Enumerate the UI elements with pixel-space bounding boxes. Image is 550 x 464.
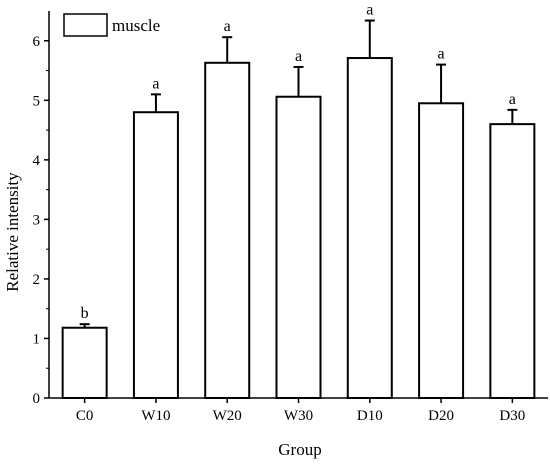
y-tick-label-6: 6 bbox=[33, 34, 41, 50]
x-axis-label: Group bbox=[278, 440, 321, 459]
x-tick-label-W20: W20 bbox=[213, 408, 242, 424]
bar-W30 bbox=[275, 95, 322, 399]
y-ticks-layer: 0 1 2 3 4 5 6 bbox=[33, 34, 49, 407]
y-tick-label-0: 0 bbox=[33, 391, 41, 407]
x-tick-label-C0: C0 bbox=[76, 408, 94, 424]
y-tick-label-3: 3 bbox=[33, 212, 41, 228]
letter-D20: a bbox=[438, 46, 445, 63]
legend: muscle bbox=[63, 13, 160, 37]
x-ticks-layer: C0 W10 W20 W30 D10 D20 D30 bbox=[76, 398, 525, 424]
bar-C0 bbox=[61, 326, 108, 400]
x-tick-label-D30: D30 bbox=[499, 408, 525, 424]
error-bars-layer bbox=[79, 19, 518, 328]
y-axis-label: Relative intensity bbox=[3, 172, 22, 292]
bar-W20 bbox=[204, 61, 251, 399]
y-tick-label-4: 4 bbox=[33, 153, 41, 169]
x-tick-label-D10: D10 bbox=[357, 408, 383, 424]
letter-W10: a bbox=[152, 75, 159, 92]
letter-D10: a bbox=[366, 2, 373, 19]
y-tick-label-2: 2 bbox=[33, 272, 41, 288]
bar-D30 bbox=[489, 123, 536, 399]
significance-letters-layer: b a a a a a a bbox=[81, 2, 516, 323]
legend-label: muscle bbox=[112, 16, 160, 35]
x-tick-label-D20: D20 bbox=[428, 408, 454, 424]
bars-layer bbox=[61, 57, 536, 400]
letter-C0: b bbox=[81, 305, 89, 322]
y-tick-label-1: 1 bbox=[33, 331, 41, 347]
bar-D20 bbox=[418, 102, 465, 400]
bar-W10 bbox=[132, 111, 179, 399]
y-tick-label-5: 5 bbox=[33, 93, 41, 109]
x-tick-label-W30: W30 bbox=[284, 408, 313, 424]
letter-W20: a bbox=[224, 18, 231, 35]
legend-swatch bbox=[63, 13, 108, 37]
letter-D30: a bbox=[509, 91, 516, 108]
bar-D10 bbox=[346, 57, 393, 400]
letter-W30: a bbox=[295, 48, 302, 65]
x-tick-label-W10: W10 bbox=[141, 408, 170, 424]
